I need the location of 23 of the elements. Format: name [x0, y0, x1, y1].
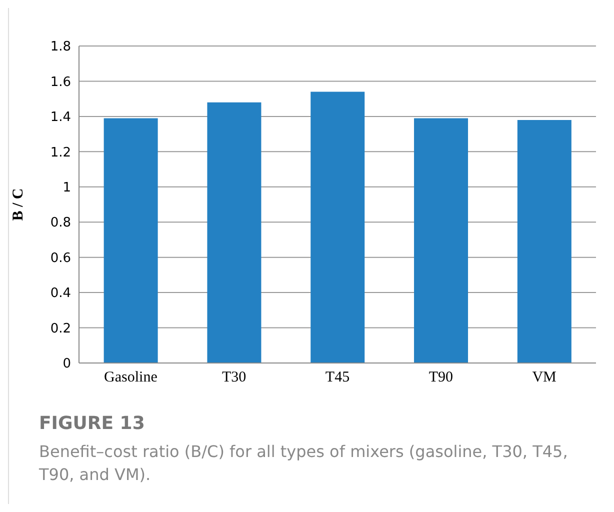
x-tick-label: T30	[222, 370, 246, 386]
y-tick-label: 1.2	[50, 145, 71, 160]
text: FIGURE 13	[39, 413, 145, 434]
y-axis-title: B / C	[10, 188, 26, 221]
y-tick-label: 1	[62, 180, 71, 196]
x-tick-label: T45	[325, 370, 350, 386]
y-tick-label: 1.4	[50, 110, 71, 126]
y-tick-label: 0.6	[50, 250, 71, 266]
text: Benefit–cost ratio (B/C) for all types of mixers (gasoline, T30, T45, T90, and VM).	[39, 441, 569, 486]
x-tick-label: VM	[532, 370, 556, 386]
x-tick-label: T90	[428, 370, 453, 386]
bar	[310, 92, 365, 363]
bar	[104, 118, 158, 363]
y-tick-label: 0.4	[50, 286, 71, 302]
y-tick-label: 0.2	[50, 321, 71, 336]
y-tick-label: 1.6	[50, 74, 71, 90]
bar	[414, 118, 468, 363]
bar	[207, 102, 262, 363]
x-tick-label: Gasoline	[104, 370, 158, 386]
y-tick-label: 0	[62, 356, 71, 372]
y-tick-label: 0.8	[50, 216, 71, 231]
y-tick-label: 1.8	[50, 40, 71, 55]
bar	[517, 120, 572, 363]
